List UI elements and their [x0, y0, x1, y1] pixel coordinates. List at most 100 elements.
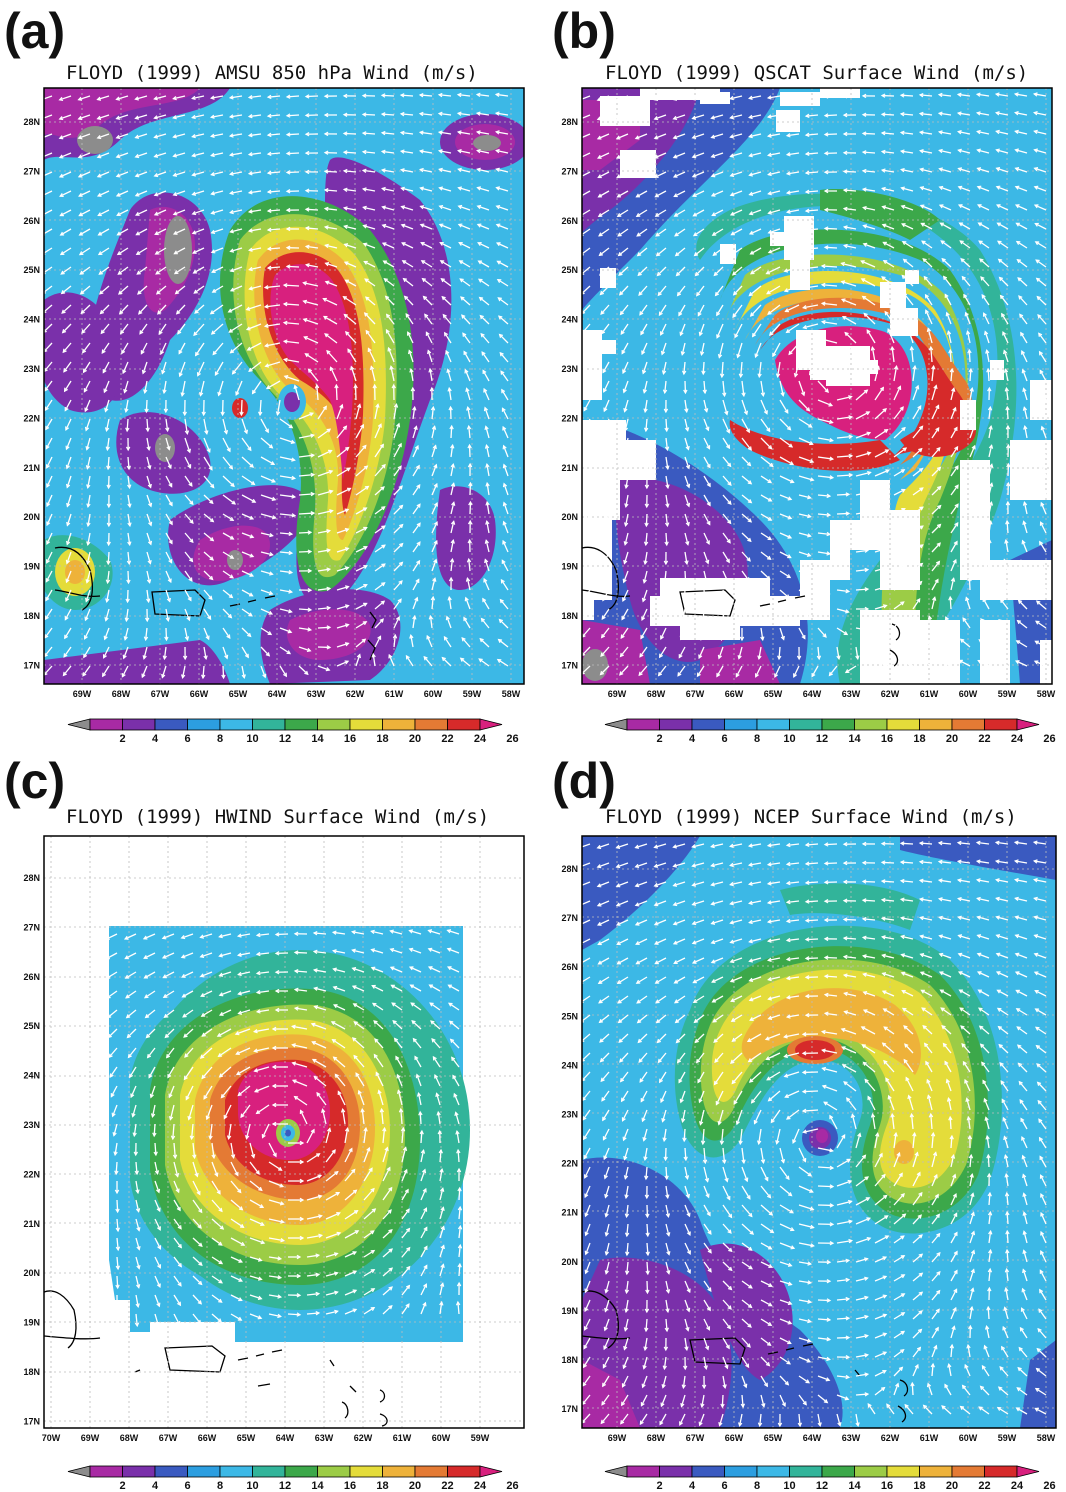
wind-arrow-head	[900, 1192, 905, 1198]
wind-arrow	[722, 589, 727, 602]
wind-arrow	[1001, 313, 1009, 325]
wind-arrow-head	[823, 842, 829, 847]
wind-arrow-head	[842, 936, 848, 941]
wind-arrow-head	[168, 483, 173, 488]
wind-arrow	[324, 333, 338, 344]
wind-arrow-head	[288, 589, 294, 594]
lon-label: 67W	[686, 689, 705, 699]
wind-arrow	[722, 380, 726, 396]
wind-arrow	[760, 1204, 773, 1216]
wind-arrow	[836, 1200, 852, 1206]
wind-arrow-head	[247, 133, 253, 138]
wind-arrow	[867, 1096, 876, 1111]
wind-arrow	[184, 456, 192, 468]
wind-arrow	[304, 336, 319, 344]
wind-arrow-head	[713, 271, 718, 277]
wind-arrow	[1015, 167, 1028, 173]
wind-arrow	[268, 1180, 284, 1188]
wind-arrow-head	[598, 999, 603, 1004]
wind-arrow	[881, 113, 895, 116]
wind-arrow-head	[980, 618, 985, 623]
wind-arrow	[874, 1133, 879, 1149]
wind-arrow	[317, 406, 327, 420]
wind-arrow-head	[457, 167, 462, 172]
wind-arrow-head	[1038, 1136, 1043, 1142]
wind-arrow-head	[937, 130, 943, 135]
wind-arrow	[883, 1026, 895, 1035]
wind-arrow-head	[786, 248, 791, 253]
wind-arrow-head	[824, 351, 830, 356]
wind-arrow	[155, 247, 167, 255]
wind-arrow-head	[326, 1127, 332, 1133]
wind-arrow	[155, 266, 167, 275]
wind-arrow	[597, 938, 610, 945]
wind-arrow-head	[623, 1155, 628, 1161]
wind-arrow-head	[639, 311, 644, 316]
wind-arrow	[711, 919, 724, 925]
wind-arrow	[267, 209, 281, 212]
wind-arrow-head	[1014, 167, 1020, 172]
wind-arrow-head	[582, 670, 585, 675]
wind-arrow	[192, 209, 205, 215]
wind-arrow-head	[785, 995, 791, 1000]
wind-arrow	[374, 636, 382, 648]
wind-arrow	[279, 646, 291, 655]
wind-arrow-head	[336, 1231, 342, 1236]
wind-arrow-head	[919, 506, 924, 511]
wind-arrow-head	[115, 173, 121, 178]
wind-arrow	[345, 331, 357, 344]
wind-arrow	[434, 1074, 441, 1087]
wind-arrow	[844, 332, 857, 344]
wind-arrow-head	[826, 531, 832, 537]
wind-arrow	[154, 1275, 161, 1288]
wind-arrow	[920, 150, 933, 154]
wind-arrow-head	[244, 653, 249, 659]
wind-arrow-head	[344, 623, 350, 628]
wind-arrow	[45, 437, 53, 449]
wind-arrow	[798, 437, 813, 445]
wind-arrow	[939, 860, 952, 864]
wind-arrow-head	[596, 864, 602, 869]
wind-arrow	[874, 1194, 888, 1206]
map-a-wind-vectors	[44, 92, 509, 680]
wind-arrow-head	[731, 1079, 736, 1085]
wind-arrow	[165, 494, 173, 506]
wind-arrow-head	[310, 491, 316, 497]
wind-arrow	[317, 509, 333, 515]
wind-arrow-head	[416, 522, 421, 527]
wind-arrow	[597, 900, 610, 907]
wind-arrow-head	[737, 655, 742, 660]
wind-arrow-head	[710, 115, 715, 120]
wind-arrow	[323, 315, 338, 325]
wind-arrow	[712, 995, 724, 1003]
wind-arrow	[677, 285, 686, 296]
wind-arrow-head	[285, 151, 291, 156]
wind-arrow	[692, 114, 705, 120]
wind-arrow	[912, 448, 923, 458]
wind-arrow-head	[901, 507, 906, 512]
wind-arrow-head	[1014, 129, 1019, 135]
wind-arrow-head	[1038, 1118, 1043, 1123]
wind-arrow-head	[181, 993, 187, 998]
wind-arrow	[1040, 1174, 1047, 1187]
wind-arrow-head	[218, 992, 224, 997]
wind-arrow	[950, 427, 958, 439]
wind-arrow-head	[919, 953, 925, 958]
wind-arrow-head	[766, 862, 772, 867]
wind-arrow	[103, 380, 110, 393]
wind-arrow	[136, 266, 148, 275]
wind-arrow	[977, 934, 990, 940]
wind-arrow-head	[198, 1280, 203, 1286]
wind-arrow-head	[930, 1131, 936, 1137]
wind-arrow	[203, 589, 213, 600]
wind-arrow-head	[820, 319, 826, 325]
wind-arrow	[703, 380, 706, 394]
wind-arrow	[113, 1123, 118, 1136]
wind-arrow	[107, 1028, 118, 1038]
wind-arrow	[355, 546, 368, 553]
lat-label: 21N	[561, 463, 578, 473]
wind-arrow-head	[965, 596, 970, 602]
wind-arrow-head	[1001, 1098, 1006, 1103]
wind-arrow-head	[210, 191, 215, 196]
wind-arrow-head	[644, 465, 650, 471]
